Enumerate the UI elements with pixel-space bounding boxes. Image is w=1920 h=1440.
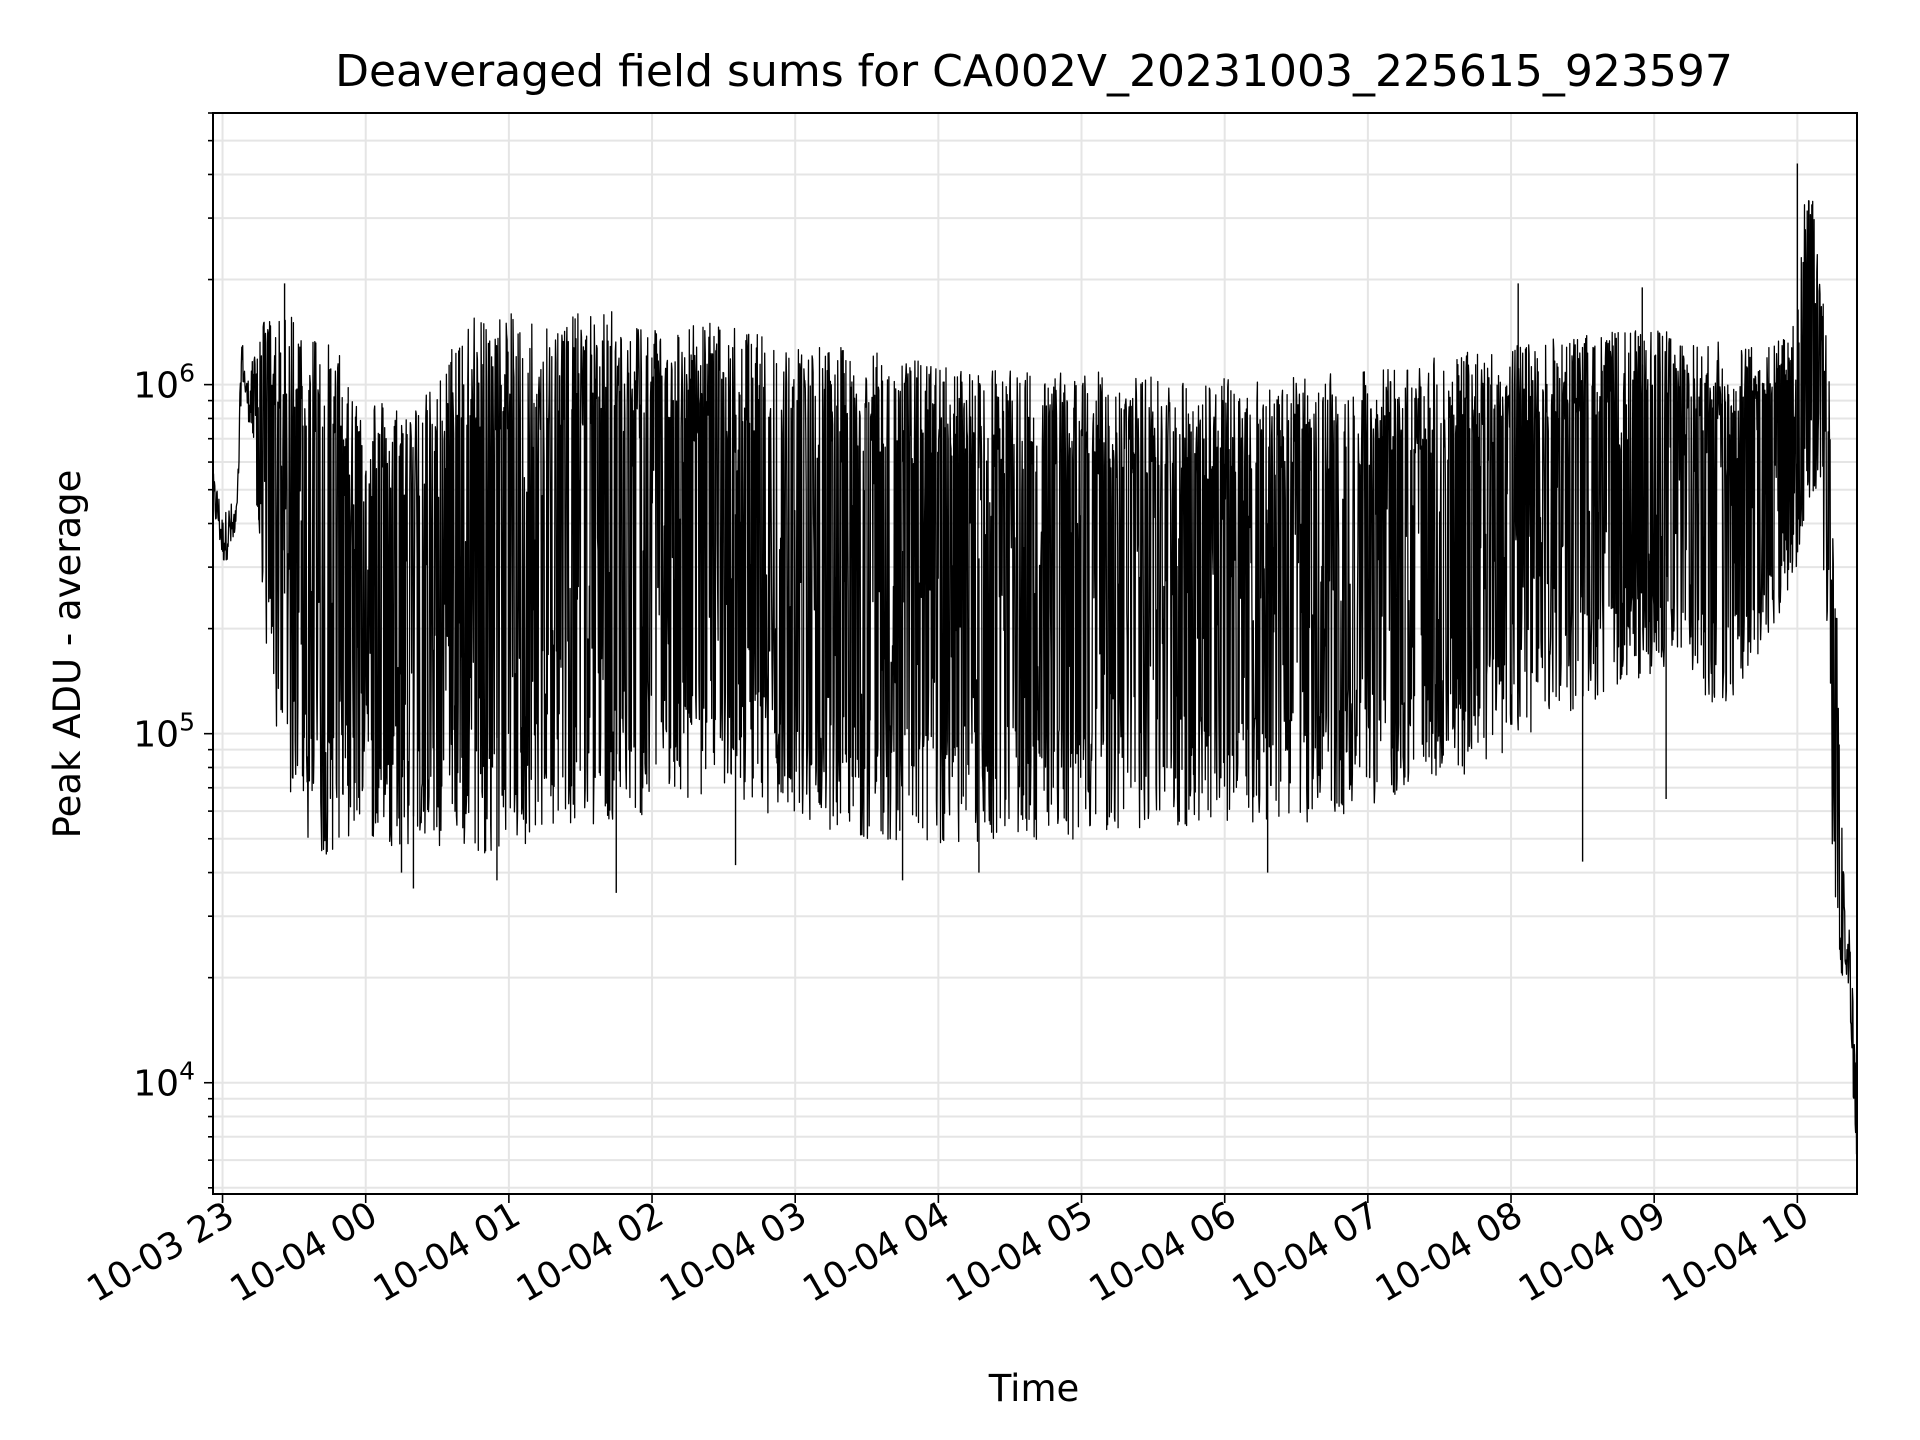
plot-area bbox=[212, 163, 1858, 1155]
x-axis-label: Time bbox=[988, 1367, 1080, 1410]
y-tick-label: 104 bbox=[133, 1057, 195, 1105]
axes-frame bbox=[212, 112, 1858, 1195]
y-axis-label: Peak ADU - average bbox=[46, 470, 89, 839]
y-tick-label: 106 bbox=[133, 359, 195, 407]
y-tick-label: 105 bbox=[133, 708, 195, 756]
chart-title: Deaveraged field sums for CA002V_2023100… bbox=[335, 46, 1733, 97]
